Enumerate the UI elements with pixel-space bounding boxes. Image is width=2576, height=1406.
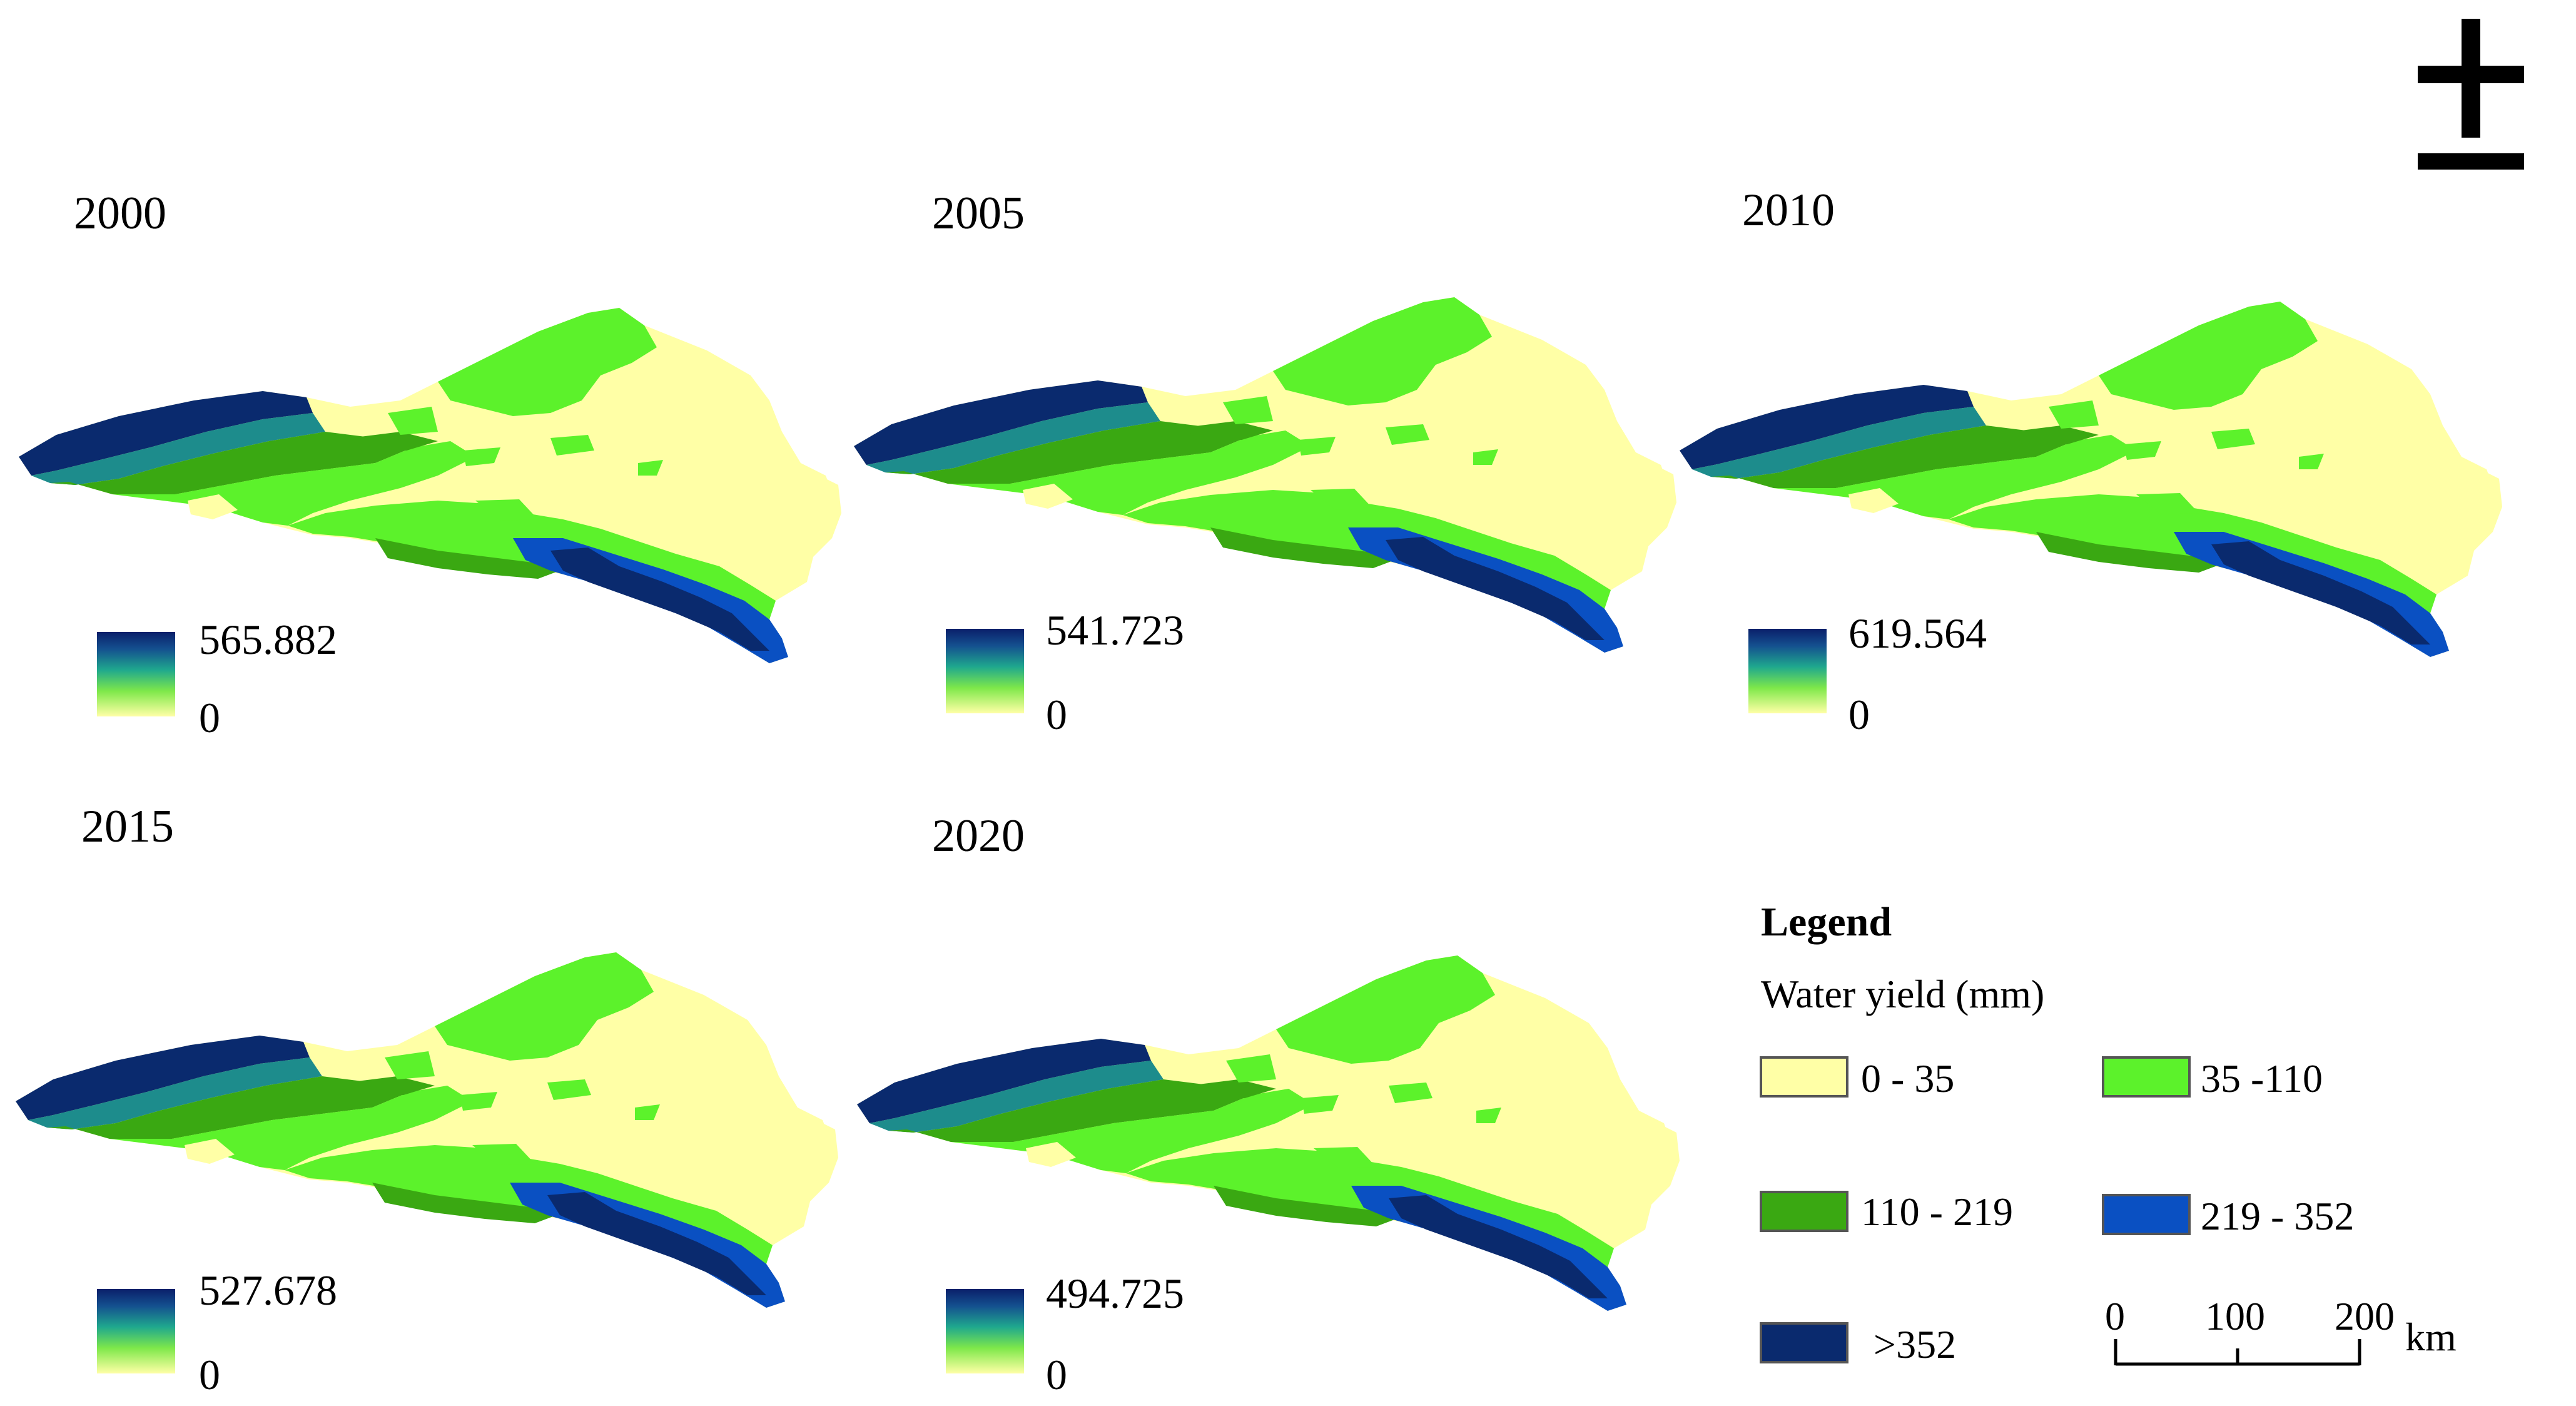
ramp-max-2015: 527.678 xyxy=(199,1266,337,1314)
map-panel-2020: 2020 494.725 0 xyxy=(857,810,1680,1398)
map-legend: Legend Water yield (mm) 0 - 35 35 -110 1… xyxy=(1760,899,2354,1367)
scale-tick-200: 200 xyxy=(2335,1294,2395,1338)
legend-label-0-35: 0 - 35 xyxy=(1861,1056,1954,1101)
map-panel-2000: 2000 565.882 0 xyxy=(19,188,841,741)
legend-swatch-110-219 xyxy=(1760,1191,1848,1232)
map-2010 xyxy=(1680,302,2502,657)
map-panel-2015: 2015 527.678 0 xyxy=(16,801,838,1398)
ramp-min-2000: 0 xyxy=(199,694,220,741)
legend-label-219-352: 219 - 352 xyxy=(2201,1194,2354,1238)
map-2015 xyxy=(16,952,838,1308)
map-2020 xyxy=(857,955,1680,1311)
ramp-max-2020: 494.725 xyxy=(1046,1270,1184,1317)
panel-year-2005: 2005 xyxy=(932,188,1025,239)
ramp-2000 xyxy=(97,632,175,716)
legend-label-35-110: 35 -110 xyxy=(2201,1056,2323,1101)
ramp-max-2010: 619.564 xyxy=(1848,609,1987,657)
legend-label-110-219: 110 - 219 xyxy=(1861,1189,2013,1234)
legend-swatch-35-110 xyxy=(2102,1056,2191,1098)
scale-tick-100: 100 xyxy=(2205,1294,2265,1338)
scale-tick-0: 0 xyxy=(2105,1294,2125,1338)
legend-title: Legend xyxy=(1761,899,1892,945)
legend-label-gt-352: >352 xyxy=(1874,1322,1956,1367)
scale-unit: km xyxy=(2405,1315,2457,1359)
ramp-max-2000: 565.882 xyxy=(199,616,337,663)
north-arrow-icon xyxy=(2418,19,2524,170)
scale-bar: 0 100 200 km xyxy=(2105,1294,2457,1366)
ramp-min-2010: 0 xyxy=(1848,691,1870,738)
map-2005 xyxy=(854,297,1676,653)
panel-year-2010: 2010 xyxy=(1742,185,1835,236)
ramp-2005 xyxy=(946,629,1024,713)
legend-swatch-219-352 xyxy=(2102,1194,2191,1235)
map-2000 xyxy=(19,308,841,663)
panel-year-2000: 2000 xyxy=(74,188,166,239)
legend-subtitle: Water yield (mm) xyxy=(1761,972,2044,1016)
map-panel-2005: 2005 541.723 0 xyxy=(854,188,1676,738)
ramp-2015 xyxy=(97,1289,175,1373)
scale-bar-line xyxy=(2114,1339,2361,1366)
panel-year-2020: 2020 xyxy=(932,810,1025,862)
ramp-2010 xyxy=(1748,629,1827,713)
ramp-min-2005: 0 xyxy=(1046,691,1067,738)
legend-swatch-gt-352 xyxy=(1760,1322,1848,1363)
panel-year-2015: 2015 xyxy=(81,801,174,852)
ramp-min-2020: 0 xyxy=(1046,1351,1067,1398)
legend-swatch-0-35 xyxy=(1760,1056,1848,1098)
ramp-2020 xyxy=(946,1289,1024,1373)
ramp-max-2005: 541.723 xyxy=(1046,606,1184,654)
map-panel-2010: 2010 619.564 0 xyxy=(1680,185,2502,738)
ramp-min-2015: 0 xyxy=(199,1351,220,1398)
